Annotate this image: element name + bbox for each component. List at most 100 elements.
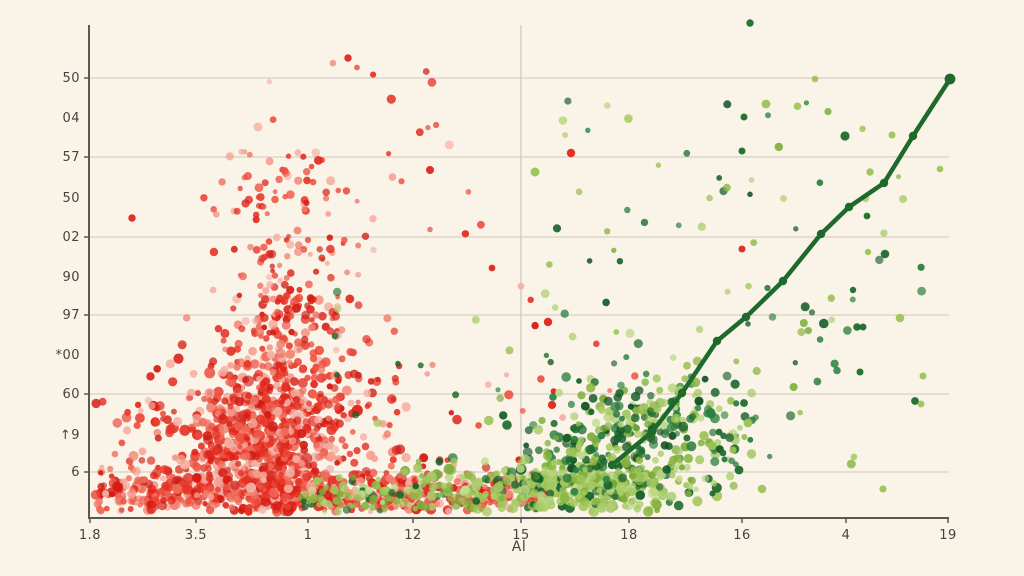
scatter-dot: [344, 54, 352, 62]
scatter-dot: [191, 448, 199, 456]
scatter-dot: [375, 484, 382, 490]
scatter-dot: [173, 353, 184, 364]
scatter-dot: [235, 460, 242, 467]
scatter-dot: [288, 437, 297, 445]
scatter-dot: [593, 340, 600, 348]
scatter-dot: [558, 116, 568, 125]
scatter-dot: [275, 175, 283, 184]
scatter-dot: [733, 358, 740, 365]
scatter-dot: [475, 422, 482, 429]
scatter-dot: [287, 312, 295, 320]
scatter-dot: [611, 493, 619, 501]
scatter-dot: [124, 408, 131, 416]
y-tick-label: 57: [62, 150, 80, 165]
scatter-dot: [694, 404, 702, 412]
scatter-dot: [431, 483, 438, 490]
scatter-dot: [461, 230, 470, 238]
scatter-dot: [170, 408, 177, 415]
scatter-dot: [747, 436, 754, 443]
scatter-dot: [306, 294, 315, 302]
scatter-dot: [129, 499, 135, 505]
scatter-dot: [710, 387, 720, 397]
scatter-dot: [257, 504, 267, 514]
scatter-dot: [314, 156, 323, 165]
scatter-dot: [401, 468, 409, 476]
scatter-dot: [395, 444, 406, 455]
scatter-dot: [266, 383, 274, 391]
scatter-dot: [347, 399, 355, 407]
scatter-dot: [314, 295, 324, 305]
scatter-dot: [666, 491, 677, 502]
scatter-dot: [340, 412, 347, 419]
scatter-dot: [385, 474, 394, 483]
scatter-dot: [154, 434, 162, 442]
scatter-dot: [224, 466, 231, 474]
scatter-dot: [266, 344, 274, 351]
scatter-dot: [547, 400, 557, 410]
scatter-dot: [267, 421, 278, 432]
scatter-dot: [222, 475, 231, 484]
scatter-dot: [141, 476, 149, 484]
scatter-dot: [386, 422, 393, 429]
scatter-dot: [183, 314, 191, 322]
scatter-dot: [421, 503, 430, 512]
scatter-dot: [746, 449, 757, 459]
scatter-dot: [816, 336, 824, 343]
scatter-dot: [294, 149, 302, 156]
scatter-dot: [423, 475, 432, 484]
scatter-dot: [281, 320, 291, 330]
y-tick-label: 04: [62, 111, 80, 126]
scatter-dot: [693, 388, 703, 397]
scatter-dot: [355, 242, 362, 249]
scatter-dot: [272, 189, 278, 195]
scatter-dot: [224, 438, 235, 449]
scatter-dot: [715, 405, 723, 413]
scatter-dot: [185, 394, 193, 402]
scatter-dot: [630, 482, 636, 489]
x-tick-label: 1.8: [79, 528, 101, 543]
scatter-dot: [361, 442, 370, 451]
scatter-dot: [673, 500, 684, 511]
scatter-dot: [330, 445, 340, 454]
scatter-dot: [793, 226, 799, 232]
scatter-dot: [325, 415, 332, 422]
scatter-dot: [699, 431, 709, 441]
scatter-dot: [493, 482, 504, 493]
scatter-dot: [326, 176, 336, 186]
scatter-dot: [786, 411, 796, 421]
scatter-dot: [303, 176, 311, 185]
scatter-dot: [263, 335, 270, 342]
scatter-dot: [591, 418, 601, 428]
y-tick-label: 50: [62, 191, 80, 206]
scatter-dot: [427, 77, 437, 87]
scatter-dot: [363, 389, 372, 398]
scatter-dot: [734, 465, 744, 475]
scatter-dot: [633, 430, 642, 439]
scatter-dot: [175, 454, 186, 465]
scatter-dot: [576, 436, 585, 445]
scatter-dot: [204, 367, 216, 379]
scatter-dot: [294, 338, 303, 347]
scatter-dot: [679, 464, 685, 471]
scatter-dot: [498, 495, 505, 502]
scatter-dot: [178, 496, 184, 503]
scatter-dot: [444, 473, 454, 482]
scatter-dot: [681, 375, 689, 383]
scatter-dot: [634, 386, 644, 395]
scatter-dot: [271, 195, 279, 204]
scatter-dot: [617, 421, 625, 428]
scatter-dot: [625, 414, 632, 421]
scatter-dot: [329, 59, 337, 67]
scatter-dot: [230, 305, 237, 312]
scatter-dot: [575, 421, 582, 427]
scatter-dot: [223, 502, 230, 509]
scatter-dot: [274, 308, 281, 316]
scatter-dot: [344, 492, 352, 501]
scatter-dot: [488, 264, 496, 272]
scatter-dot: [326, 383, 333, 390]
scatter-dot: [390, 327, 398, 335]
scatter-dot: [250, 359, 260, 369]
scatter-dot: [129, 487, 136, 494]
scatter-dot: [245, 482, 257, 493]
scatter-dot: [233, 387, 243, 397]
